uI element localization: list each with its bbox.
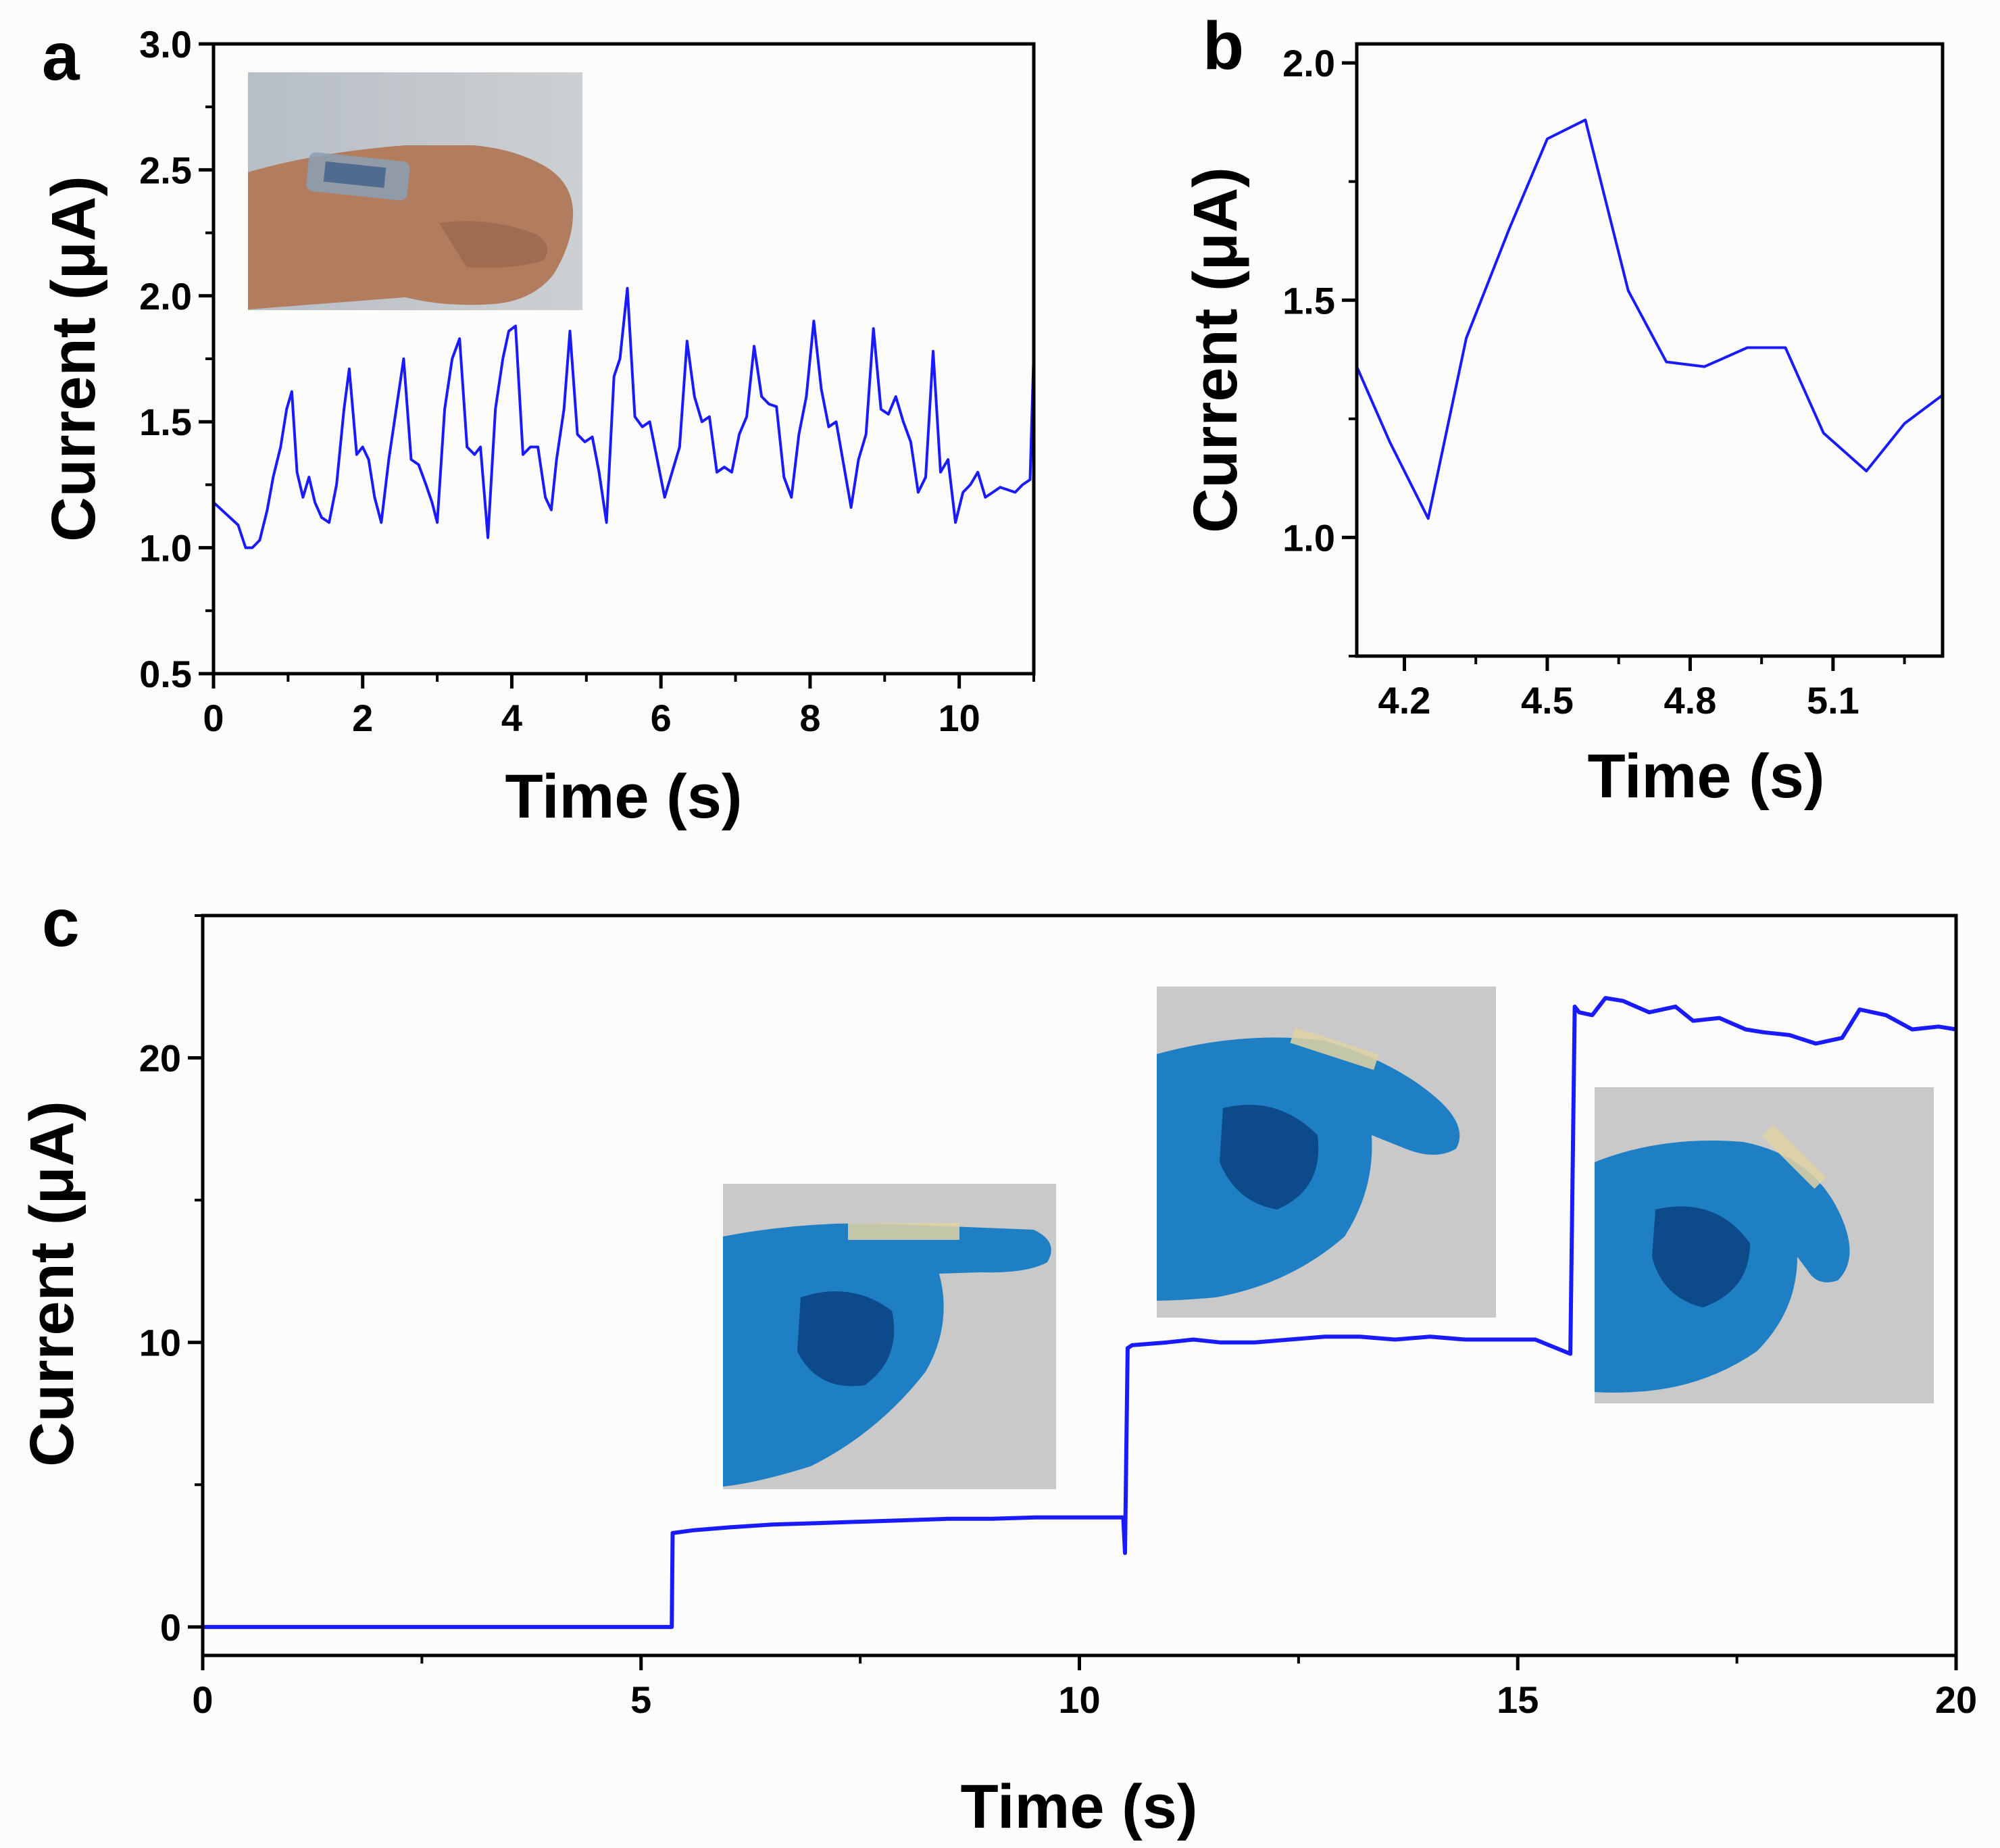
y-tick-label: 1.5 bbox=[139, 401, 192, 443]
panel-c-series bbox=[203, 996, 1957, 1629]
wrist-photo-inset bbox=[248, 72, 582, 310]
panel-b-frame bbox=[1355, 42, 1945, 658]
y-tick-label: 1.5 bbox=[1282, 279, 1335, 322]
x-tick-label: 10 bbox=[1058, 1678, 1100, 1721]
x-tick-label: 4.8 bbox=[1664, 679, 1716, 722]
panel-c-frame bbox=[201, 914, 1958, 1657]
x-tick-label: 0 bbox=[203, 697, 224, 739]
x-tick-label: 2 bbox=[352, 697, 373, 739]
x-tick-label: 4 bbox=[501, 697, 522, 739]
y-tick-label: 10 bbox=[139, 1322, 181, 1364]
glove-photo-full-bend-inset bbox=[1595, 1087, 1934, 1403]
panel-c-xlabel: Time (s) bbox=[960, 1772, 1197, 1841]
panel-a: a 0 2 4 6 8 10 0.5 1.0 1.5 2.0 2.5 3.0 Time (s) Cur… bbox=[39, 19, 1036, 831]
x-tick-label: 4.2 bbox=[1378, 679, 1431, 722]
panel-c-letter: c bbox=[42, 885, 80, 961]
panel-a-ylabel: Current (μA) bbox=[39, 176, 108, 542]
panel-b: b 4.2 4.5 4.8 5.1 1.0 1.5 2.0 Time (s) Current… bbox=[1181, 8, 1945, 811]
y-tick-label: 1.0 bbox=[1282, 516, 1335, 559]
panel-a-series bbox=[212, 286, 1035, 549]
y-tick-label: 2.0 bbox=[1282, 42, 1335, 84]
x-tick-label: 0 bbox=[192, 1678, 213, 1721]
x-tick-label: 15 bbox=[1497, 1678, 1539, 1721]
panel-a-letter: a bbox=[42, 19, 80, 95]
panel-a-frame bbox=[211, 42, 1036, 676]
x-tick-label: 5 bbox=[630, 1678, 651, 1721]
panel-a-xlabel: Time (s) bbox=[505, 762, 742, 831]
x-tick-label: 6 bbox=[651, 697, 672, 739]
x-tick-label: 20 bbox=[1935, 1678, 1977, 1721]
panel-c-ylabel: Current (μA) bbox=[18, 1101, 86, 1467]
y-tick-label: 2.0 bbox=[139, 275, 192, 318]
glove-photo-straight-inset bbox=[723, 1184, 1056, 1489]
y-tick-label: 2.5 bbox=[139, 149, 192, 191]
panel-b-xlabel: Time (s) bbox=[1587, 742, 1824, 811]
y-tick-label: 0 bbox=[160, 1606, 181, 1649]
glove-photo-slight-bend-inset bbox=[1157, 987, 1496, 1318]
panel-b-series bbox=[1355, 118, 1944, 520]
x-tick-label: 10 bbox=[938, 697, 980, 739]
y-tick-label: 1.0 bbox=[139, 527, 192, 570]
x-tick-label: 8 bbox=[799, 697, 820, 739]
panel-b-letter: b bbox=[1203, 8, 1244, 84]
x-tick-label: 4.5 bbox=[1521, 679, 1574, 722]
y-tick-label: 3.0 bbox=[139, 23, 192, 66]
x-tick-label: 5.1 bbox=[1807, 679, 1859, 722]
y-tick-label: 0.5 bbox=[139, 653, 192, 695]
panel-b-ylabel: Current (μA) bbox=[1181, 167, 1250, 533]
panel-c: c 0 5 10 15 20 0 10 20 Time (s) Current (μA) bbox=[18, 885, 1977, 1841]
y-tick-label: 20 bbox=[139, 1037, 181, 1080]
